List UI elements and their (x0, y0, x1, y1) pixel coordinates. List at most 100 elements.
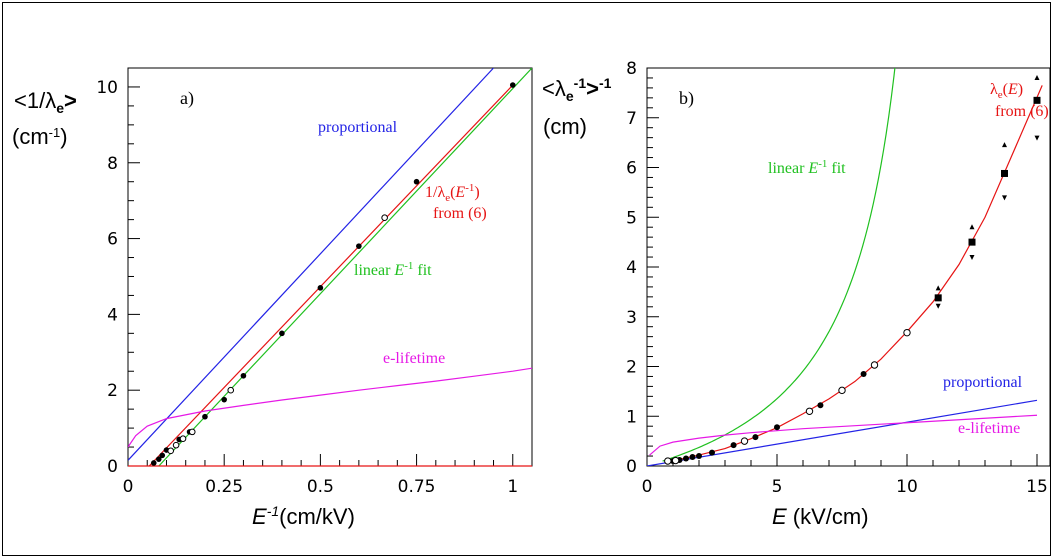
data-point-up-b (969, 224, 975, 230)
panel-label-b: b) (679, 88, 694, 109)
annotation-elifetime-b: e-lifetime (958, 420, 1020, 437)
data-point-a (155, 456, 162, 462)
data-point-up-b (1034, 74, 1040, 80)
data-point-b (689, 454, 696, 461)
data-point-a (150, 460, 157, 466)
y-tick-label-b: 7 (626, 109, 637, 129)
y-tick-label-b: 4 (626, 258, 637, 278)
data-point-b (696, 453, 702, 460)
data-point-open-a (167, 447, 175, 455)
data-point-b (730, 442, 737, 449)
data-point-b (683, 455, 689, 462)
data-point-b (817, 402, 824, 409)
series-line-a-0 (128, 68, 494, 461)
data-point-open-a (172, 441, 180, 449)
data-point-open-a (227, 386, 235, 394)
y-tick-label-a: 8 (107, 154, 118, 174)
data-point-open-b (740, 437, 749, 445)
annotation-lambda-a: 1/λe(E-1) (425, 182, 480, 204)
data-point-up-b (1002, 142, 1007, 148)
data-point-b (752, 434, 759, 441)
series-line-a-2 (148, 84, 514, 466)
data-point-a (159, 452, 166, 459)
annotation-linear-fit-b: linear E-1 fit (768, 158, 846, 177)
annotation-lambda-b: λe(E) (990, 81, 1023, 101)
series-b (647, 68, 1043, 466)
x-tick-label-a: 0.25 (205, 477, 243, 497)
data-point-open-b (664, 457, 672, 465)
annotation-elifetime-a: e-lifetime (383, 350, 445, 367)
y-tick-label-a: 2 (107, 381, 118, 401)
panel-b: 0 1 2 3 4 5 6 7 8 0 5 10 15 b) linear E-1 fit λe(E) from… (542, 59, 1051, 529)
x-tick-label-b: 0 (642, 477, 653, 497)
data-point-open-b (838, 386, 846, 395)
y-tick-label-a: 10 (96, 78, 118, 98)
series-line-a-3 (128, 367, 532, 448)
data-point-b (860, 370, 867, 377)
data-point-down-b (1002, 195, 1007, 201)
x-tick-label-a: 0 (123, 477, 134, 497)
annotation-from6-a: from (6) (433, 205, 487, 222)
y-axis-unit-a: (cm-1) (12, 124, 68, 149)
data-point-open-b (805, 407, 814, 415)
y-axis-unit-b: (cm) (543, 114, 587, 139)
y-tick-label-a: 0 (107, 457, 118, 477)
x-tick-label-b: 5 (772, 477, 783, 497)
data-point-a (221, 396, 227, 403)
y-axis-label-a: <1/λe> (14, 88, 77, 116)
data-point-square-b (1033, 96, 1041, 104)
y-tick-label-b: 8 (626, 59, 637, 79)
x-tick-label-a: 0.5 (307, 477, 334, 497)
data-point-b (774, 424, 780, 431)
x-tick-label-b: 15 (1026, 477, 1048, 497)
y-tick-label-b: 1 (626, 407, 637, 427)
x-axis-label-b: E (kV/cm) (772, 504, 869, 529)
annotation-linear-fit-a: linear E-1 fit (354, 260, 432, 279)
series-line-b-elifetime (649, 414, 1038, 456)
annotation-proportional-a: proportional (318, 119, 398, 136)
data-point-open-b (903, 328, 911, 337)
data-point-open-a (179, 435, 187, 443)
data-point-open-a (188, 428, 196, 436)
y-tick-label-a: 6 (107, 230, 118, 250)
data-point-a (356, 243, 362, 249)
y-axis-label-b: <λe-1>-1 (542, 75, 612, 104)
data-point-down-b (1034, 135, 1040, 141)
y-tick-label-b: 0 (626, 457, 637, 477)
data-point-open-b (870, 361, 879, 369)
y-tick-label-b: 3 (626, 308, 637, 328)
series-line-b-linear-fit (662, 68, 896, 462)
data-point-a (279, 330, 285, 337)
data-point-a (240, 372, 247, 379)
panel-a: 0 2 4 6 8 10 0 0.25 0.5 0.75 1 a) proportional 1/λe(E… (12, 67, 533, 529)
y-tick-label-b: 5 (626, 208, 637, 228)
data-point-up-b (935, 285, 941, 291)
annotation-from6-b: from (6) (995, 103, 1049, 120)
data-point-open-b (671, 456, 680, 465)
data-point-down-b (935, 303, 941, 309)
series-line-b-lambda (667, 85, 1043, 463)
data-point-a (317, 285, 324, 291)
data-point-square-b (968, 238, 976, 246)
panel-label-a: a) (180, 88, 194, 109)
data-point-square-b (1001, 169, 1008, 177)
data-point-a (202, 413, 208, 420)
y-tick-label-b: 2 (626, 358, 637, 378)
series-line-a-1 (158, 68, 532, 466)
data-point-down-b (969, 255, 975, 261)
data-point-open-a (381, 214, 388, 222)
annotation-proportional-b: proportional (943, 374, 1023, 391)
x-tick-label-a: 0.75 (398, 477, 436, 497)
x-axis-label-a: E-1(cm/kV) (252, 503, 355, 529)
y-tick-label-a: 4 (107, 305, 118, 325)
data-point-square-b (934, 294, 942, 302)
data-point-a (413, 178, 420, 185)
data-point-a (509, 82, 516, 88)
y-tick-label-b: 6 (626, 159, 637, 179)
x-tick-label-b: 10 (896, 477, 918, 497)
plot-frame-b (646, 67, 1051, 467)
x-tick-label-a: 1 (507, 477, 518, 497)
data-point-b (709, 449, 715, 456)
series-a (128, 68, 532, 466)
